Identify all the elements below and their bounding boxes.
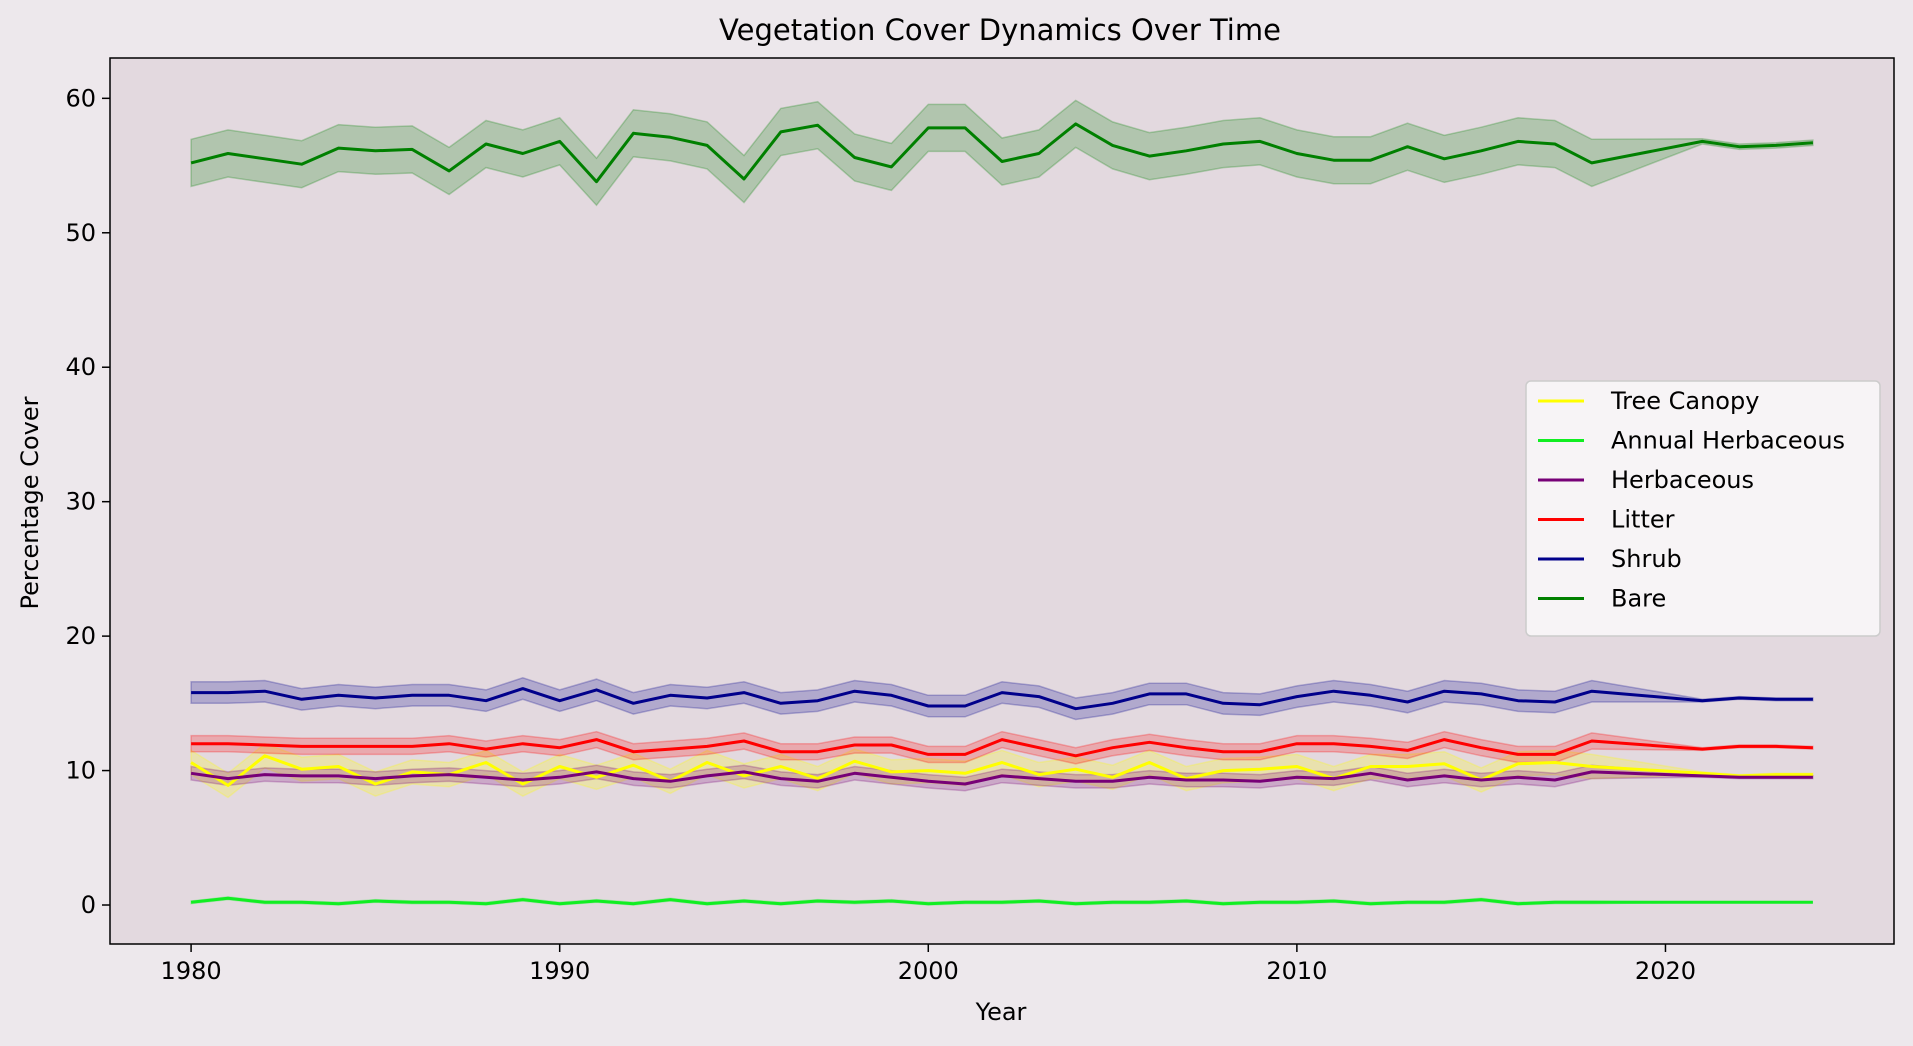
- bare-line: [190, 122, 1814, 184]
- litter-line: [191, 738, 1813, 758]
- y-tick-label: 10: [65, 757, 96, 785]
- x-axis: 1980 1990 2000 2010 2020: [161, 944, 1696, 985]
- series-lines: [190, 122, 1814, 906]
- x-tick-label: 2010: [1266, 957, 1327, 985]
- bare-band: [190, 99, 1814, 207]
- legend-label-litter: Litter: [1611, 506, 1675, 534]
- shrub-line: [191, 687, 1813, 711]
- legend-label-shrub: Shrub: [1611, 545, 1682, 573]
- y-tick-label: 50: [65, 219, 96, 247]
- legend-label-herbaceous: Herbaceous: [1611, 466, 1754, 494]
- x-tick-label: 1990: [529, 957, 590, 985]
- y-tick-label: 30: [65, 488, 96, 516]
- legend-label-bare: Bare: [1611, 585, 1666, 613]
- y-tick-label: 40: [65, 353, 96, 381]
- legend: Tree Canopy Annual Herbaceous Herbaceous Li…: [1525, 380, 1881, 637]
- legend-label-annual-herbaceous: Annual Herbaceous: [1611, 427, 1845, 455]
- y-tick-label: 0: [81, 891, 96, 919]
- x-tick-label: 1980: [161, 957, 222, 985]
- y-axis-label: Percentage Cover: [16, 396, 44, 609]
- legend-label-tree-canopy: Tree Canopy: [1610, 387, 1759, 415]
- x-tick-label: 2000: [898, 957, 959, 985]
- y-axis: 0 10 20 30 40 50 60: [65, 84, 110, 919]
- y-tick-label: 20: [65, 622, 96, 650]
- y-tick-label: 60: [65, 84, 96, 112]
- chart-title: Vegetation Cover Dynamics Over Time: [719, 13, 1281, 47]
- herbaceous-line: [190, 770, 1813, 786]
- x-axis-label: Year: [975, 998, 1027, 1026]
- x-tick-label: 2020: [1635, 957, 1696, 985]
- annual-herbaceous-line: [190, 896, 1813, 906]
- legend-box: [1525, 380, 1881, 637]
